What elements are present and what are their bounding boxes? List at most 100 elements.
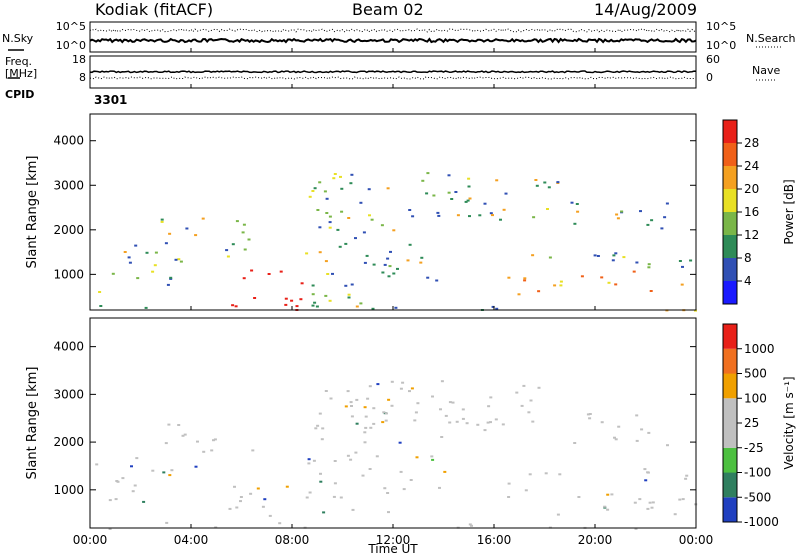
velocity-cell	[319, 480, 323, 483]
velocity-cell	[350, 415, 354, 418]
velocity-cell	[638, 498, 642, 501]
velocity-cell	[613, 436, 616, 439]
power-cell	[622, 256, 626, 259]
velocity-cell	[116, 480, 120, 483]
power-cell	[386, 257, 390, 260]
power-cell	[681, 265, 684, 268]
velocity-cell	[363, 406, 367, 409]
velocity-cell	[368, 385, 372, 388]
power-cell	[394, 306, 398, 309]
velocity-cell	[385, 412, 388, 415]
velocity-cell	[666, 444, 669, 447]
power-cell	[392, 229, 396, 232]
power-cell	[362, 231, 366, 234]
power-cell	[483, 202, 487, 205]
velocity-cell	[461, 417, 465, 420]
velocity-cell	[202, 450, 206, 453]
power-cell	[339, 175, 342, 178]
power-cell	[396, 267, 399, 270]
velocity-cell	[399, 387, 403, 390]
power-cell	[406, 259, 410, 262]
velocity-colorbar-label: Velocity [m s⁻¹]	[782, 376, 796, 469]
velocity-cell	[363, 431, 367, 434]
velocity-cell	[501, 423, 505, 426]
power-cell	[323, 190, 327, 193]
power-cell	[316, 209, 320, 211]
power-cell	[179, 260, 183, 263]
power-colorbar-swatch	[723, 189, 737, 212]
velocity-cell	[332, 495, 336, 498]
velocity-cell	[320, 438, 324, 441]
power-cell	[491, 305, 495, 308]
power-cell	[151, 270, 155, 273]
velocity-cell	[465, 422, 469, 425]
velocity-cell	[408, 390, 411, 393]
velocity-cell	[414, 411, 418, 414]
velocity-cell	[470, 524, 473, 527]
velocity-cell	[431, 395, 434, 398]
power-cell	[305, 252, 309, 255]
velocity-cell	[416, 402, 420, 405]
power-cell	[123, 251, 127, 253]
velocity-cell	[318, 412, 322, 415]
power-cell	[371, 307, 375, 310]
power-cell	[502, 208, 506, 211]
power-cell	[234, 305, 238, 308]
velocity-cell	[681, 498, 685, 501]
power-cell	[328, 226, 332, 229]
power-cell	[408, 243, 412, 246]
x-axis-title: Time UT	[367, 542, 418, 554]
power-cell	[127, 256, 131, 259]
velocity-cell	[558, 473, 562, 476]
power-cell	[144, 306, 148, 309]
power-colorbar-swatch	[723, 235, 737, 258]
power-cell	[408, 209, 412, 211]
velocity-cell	[363, 441, 367, 444]
velocity-cell	[183, 433, 187, 436]
velocity-cell	[448, 421, 452, 424]
velocity-colorbar-tick-label: -100	[744, 466, 771, 480]
power-cell	[318, 181, 322, 184]
power-cell	[380, 224, 384, 227]
velocity-cell	[431, 458, 435, 461]
velocity-cell	[635, 439, 639, 442]
power-cell	[649, 290, 653, 292]
velocity-cell	[524, 489, 528, 492]
velocity-colorbar-swatch	[723, 324, 737, 349]
velocity-cell	[673, 513, 677, 516]
velocity-cell	[314, 427, 318, 430]
velocity-cell	[261, 505, 265, 508]
power-cell	[235, 220, 239, 223]
power-cell	[242, 277, 246, 280]
velocity-cell	[527, 411, 531, 414]
velocity-cell	[648, 501, 652, 504]
velocity-cell	[399, 470, 403, 473]
power-cell	[535, 184, 539, 187]
freq-left-tick: 8	[79, 71, 86, 84]
velocity-cell	[461, 408, 465, 411]
power-cell	[326, 273, 330, 275]
velocity-cell	[409, 479, 413, 481]
power-cell	[650, 219, 654, 222]
date-title: 14/Aug/2009	[594, 0, 698, 19]
power-cell	[468, 197, 472, 200]
noise-search-line	[89, 28, 697, 33]
xtick-label: 16:00	[477, 533, 512, 547]
velocity-cell	[308, 491, 312, 494]
power-cell	[311, 293, 315, 296]
power-cell	[201, 217, 205, 220]
velocity-cell	[333, 482, 337, 485]
ytick-label: 1000	[53, 267, 84, 281]
power-cell	[523, 277, 527, 280]
power-cell	[349, 182, 353, 185]
power-cell	[425, 192, 429, 195]
velocity-cell	[382, 411, 386, 414]
velocity-cell	[361, 474, 365, 477]
velocity-colorbar-tick-label: -25	[744, 441, 764, 455]
xtick-label: 00:00	[73, 533, 108, 547]
velocity-cell	[307, 462, 311, 465]
power-cell	[432, 194, 436, 197]
velocity-cell	[228, 507, 232, 510]
power-cell	[660, 227, 664, 230]
